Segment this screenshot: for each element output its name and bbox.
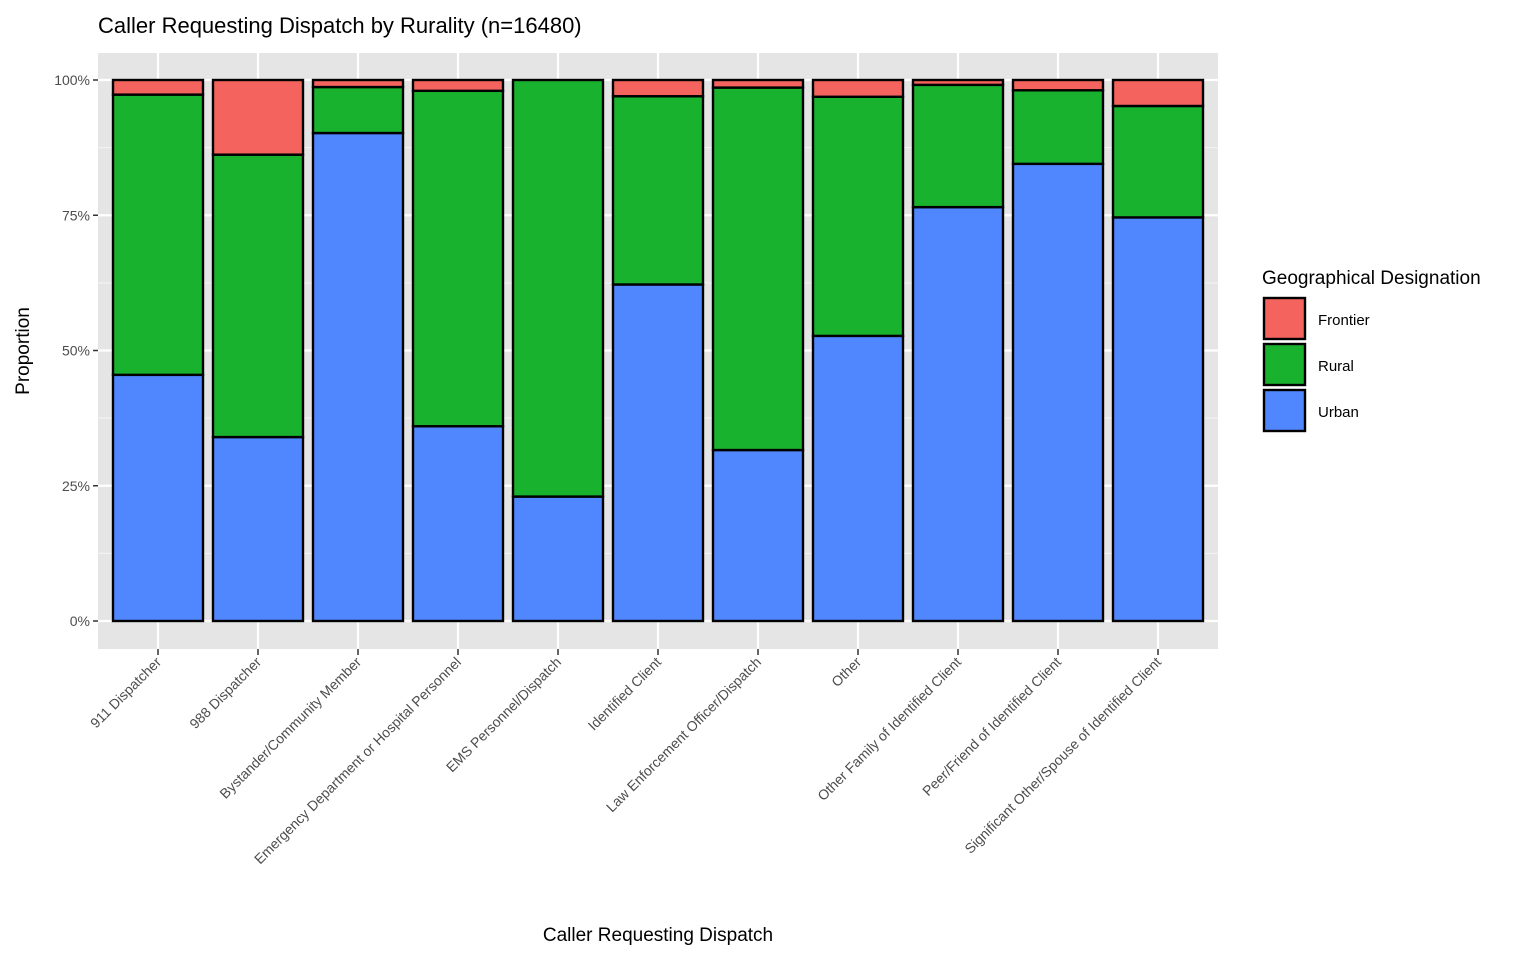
y-tick-label: 100% xyxy=(54,72,90,88)
legend-key-urban xyxy=(1262,388,1307,433)
legend-key-frontier xyxy=(1262,296,1307,341)
chart-title: Caller Requesting Dispatch by Rurality (… xyxy=(98,13,582,38)
bar-rural xyxy=(611,95,705,286)
bar-urban xyxy=(811,334,905,623)
bar-rural xyxy=(811,95,905,338)
bar-rural xyxy=(511,78,605,498)
bar-urban xyxy=(1011,162,1105,623)
bar-urban xyxy=(311,131,405,623)
y-axis: 0% 25% 50% 75% 100% xyxy=(54,72,98,629)
x-tick-label: 911 Dispatcher xyxy=(87,654,164,731)
x-tick-label: Emergency Department or Hospital Personn… xyxy=(251,654,464,867)
y-tick-label: 25% xyxy=(62,478,90,494)
bar-rural xyxy=(111,93,205,377)
bar-rural xyxy=(211,153,305,439)
bar-frontier xyxy=(411,78,505,93)
bar-rural xyxy=(1011,89,1105,166)
y-tick-label: 50% xyxy=(62,343,90,359)
legend-label-rural: Rural xyxy=(1318,358,1354,375)
bar-frontier xyxy=(311,78,405,89)
x-tick-label: Significant Other/Spouse of Identified C… xyxy=(961,654,1164,857)
y-tick-label: 75% xyxy=(62,207,90,223)
x-tick-label: Identified Client xyxy=(585,654,665,734)
bar-frontier xyxy=(811,78,905,98)
bars-group xyxy=(111,78,1205,623)
bar-frontier xyxy=(211,78,305,156)
bar-urban xyxy=(1111,216,1205,623)
bar-frontier xyxy=(1111,78,1205,108)
bar-urban xyxy=(911,205,1005,623)
x-tick-label: Law Enforcement Officer/Dispatch xyxy=(603,654,764,815)
bar-rural xyxy=(911,83,1005,209)
bar-rural xyxy=(311,85,405,135)
bar-frontier xyxy=(1011,78,1105,92)
bar-urban xyxy=(611,283,705,623)
legend-label-urban: Urban xyxy=(1318,404,1359,421)
bar-frontier xyxy=(111,78,205,96)
x-tick-label: Other xyxy=(828,654,864,690)
bar-urban xyxy=(111,373,205,623)
legend-title: Geographical Designation xyxy=(1262,268,1481,289)
x-axis: 911 Dispatcher 988 DispatcherBystander/Co… xyxy=(87,649,1164,867)
bar-urban xyxy=(711,448,805,623)
x-tick-label: 988 Dispatcher xyxy=(186,654,264,732)
legend-label-frontier: Frontier xyxy=(1318,312,1370,329)
x-tick-label: EMS Personnel/Dispatch xyxy=(443,654,564,775)
bar-rural xyxy=(1111,104,1205,219)
y-axis-title: Proportion xyxy=(13,307,34,395)
x-axis-title: Caller Requesting Dispatch xyxy=(543,925,773,946)
bar-rural xyxy=(711,86,805,452)
bar-urban xyxy=(511,495,605,623)
bar-urban xyxy=(411,425,505,623)
legend-key-rural xyxy=(1262,342,1307,387)
bar-rural xyxy=(411,89,505,428)
y-tick-label: 0% xyxy=(70,613,90,629)
bar-frontier xyxy=(911,78,1005,87)
bar-urban xyxy=(211,435,305,623)
bar-frontier xyxy=(611,78,705,98)
legend: Geographical Designation Frontier Rural Ur… xyxy=(1262,268,1481,433)
bar-frontier xyxy=(711,78,805,89)
